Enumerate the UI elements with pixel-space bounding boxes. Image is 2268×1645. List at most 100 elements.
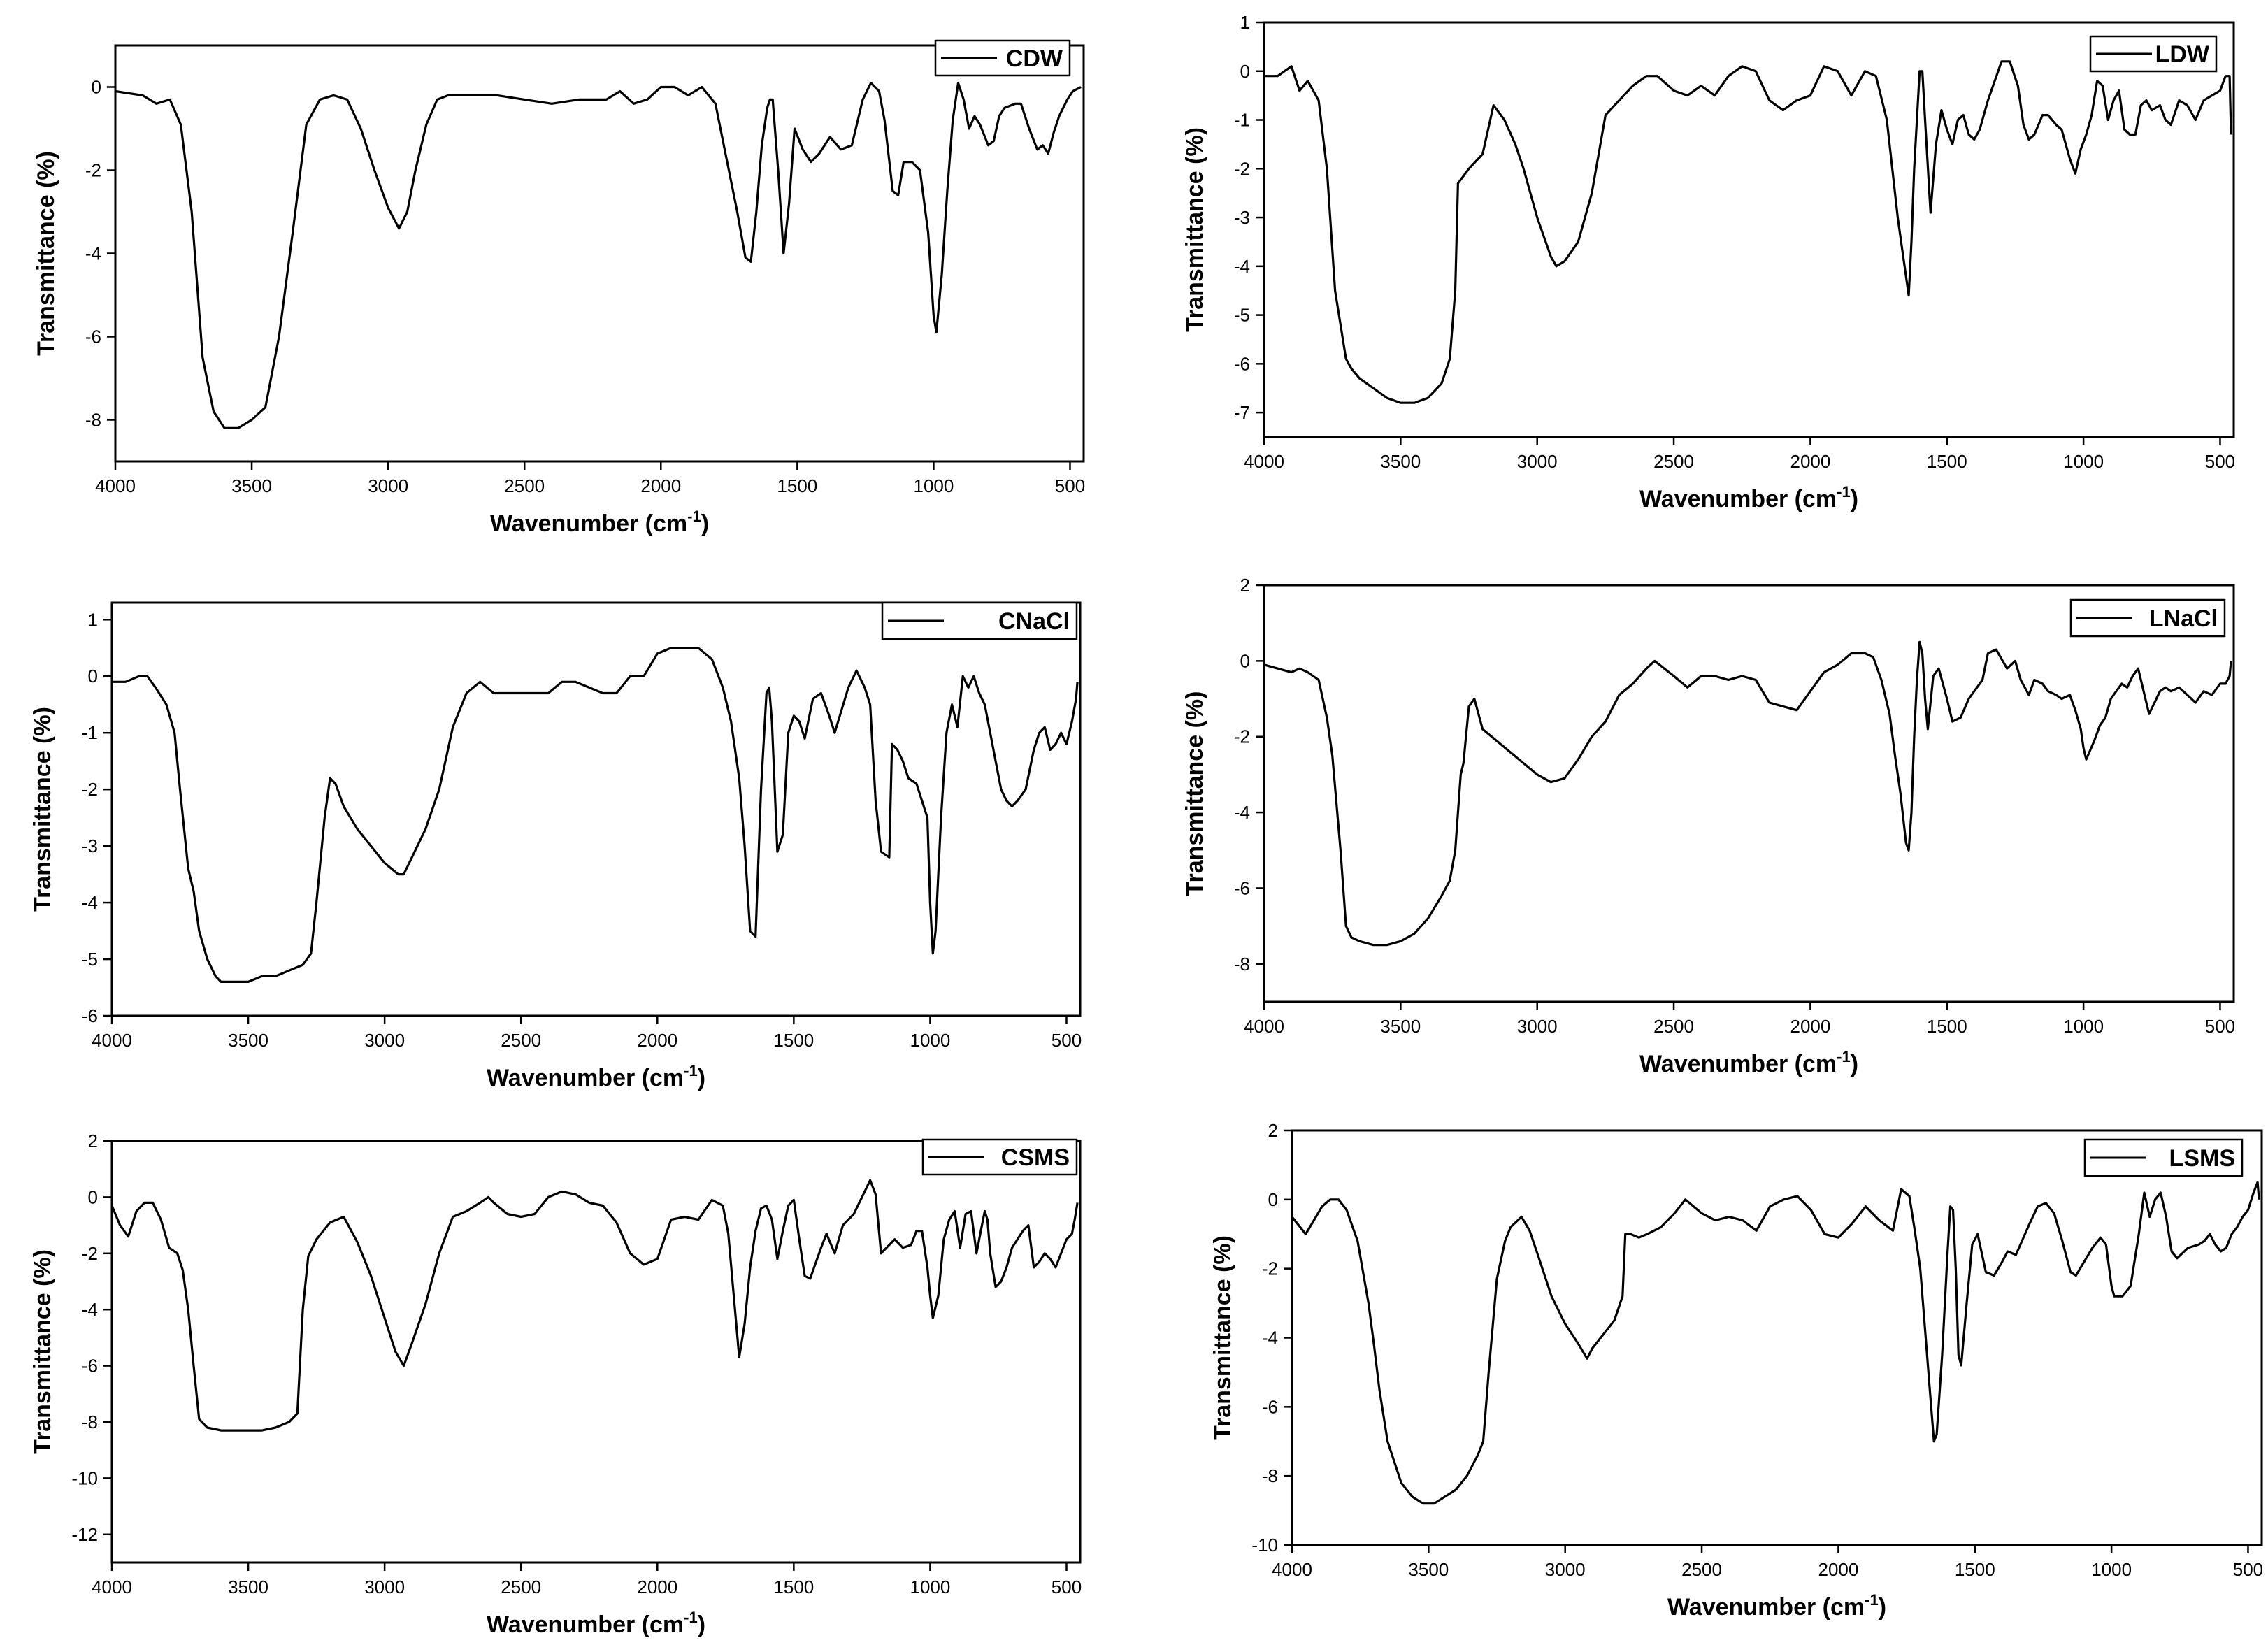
legend-box: CNaCl <box>881 601 1078 640</box>
legend-label: LNaCl <box>2149 605 2218 632</box>
y-tick-label: -2 <box>85 160 101 181</box>
y-tick-label: -8 <box>82 1411 98 1432</box>
y-tick-label: -6 <box>1262 1396 1278 1417</box>
x-tick-label: 1500 <box>773 1576 814 1597</box>
x-tick-label: 3500 <box>1380 451 1421 472</box>
spectrum-line-ldw <box>1264 60 2232 404</box>
x-tick-label: 2000 <box>637 1030 677 1051</box>
x-tick-label: 500 <box>2205 1016 2235 1037</box>
plot-frame <box>1291 1129 2263 1546</box>
x-tick-label: 3500 <box>1408 1559 1449 1580</box>
x-tick-label: 3500 <box>1380 1016 1421 1037</box>
plot-frame <box>114 44 1085 463</box>
x-tick-label: 4000 <box>92 1576 132 1597</box>
y-tick-label: -2 <box>1234 726 1250 747</box>
y-tick-label: -4 <box>1234 802 1250 823</box>
y-tick-label: -7 <box>1234 402 1250 423</box>
spectrum-line-cdw <box>115 82 1082 429</box>
y-axis-title: Transmittance (%) <box>29 707 56 912</box>
x-axis-title: Wavenumber (cm-1) <box>487 1062 705 1091</box>
x-axis-title: Wavenumber (cm-1) <box>487 1609 705 1638</box>
x-tick-label: 3500 <box>228 1576 268 1597</box>
y-tick-label: 0 <box>1240 61 1250 82</box>
x-tick-label: 3000 <box>368 475 408 496</box>
x-tick-label: 1500 <box>773 1030 814 1051</box>
y-tick-label: -5 <box>1234 305 1250 326</box>
x-tick-label: 4000 <box>95 475 136 496</box>
y-tick-label: -8 <box>85 410 101 431</box>
x-tick-label: 500 <box>1055 475 1085 496</box>
x-tick-label: 3000 <box>1545 1559 1586 1580</box>
y-tick-label: -6 <box>85 326 101 347</box>
x-tick-label: 2000 <box>1790 1016 1830 1037</box>
x-tick-label: 3500 <box>228 1030 268 1051</box>
x-tick-label: 2000 <box>1790 451 1830 472</box>
y-axis-title: Transmittance (%) <box>29 1249 56 1454</box>
y-tick-label: -2 <box>1234 158 1250 179</box>
legend-label: LDW <box>2155 41 2210 68</box>
y-tick-label: 2 <box>1268 1120 1278 1141</box>
y-tick-label: -3 <box>82 835 98 856</box>
y-tick-label: -2 <box>82 779 98 800</box>
x-tick-label: 3500 <box>231 475 272 496</box>
x-tick-label: 1000 <box>910 1030 951 1051</box>
y-tick-label: 1 <box>1240 12 1250 33</box>
x-tick-label: 3000 <box>1517 1016 1558 1037</box>
legend-box: CDW <box>934 39 1071 77</box>
x-tick-label: 1500 <box>1955 1559 1995 1580</box>
y-axis-title: Transmittance (%) <box>33 151 59 356</box>
legend-label: CSMS <box>1001 1144 1070 1171</box>
y-tick-label: -2 <box>1262 1258 1278 1279</box>
x-tick-label: 4000 <box>1244 451 1284 472</box>
y-tick-label: -1 <box>1234 110 1250 131</box>
y-tick-label: -6 <box>82 1005 98 1026</box>
y-tick-label: -5 <box>82 949 98 970</box>
y-tick-label: -6 <box>1234 877 1250 898</box>
y-axis-title: Transmittance (%) <box>1210 1235 1236 1440</box>
spectrum-line-lsms <box>1291 1181 2260 1505</box>
y-tick-label: 1 <box>88 609 98 630</box>
x-tick-label: 2000 <box>637 1576 677 1597</box>
x-tick-label: 1000 <box>914 475 954 496</box>
x-tick-label: 2500 <box>1653 1016 1694 1037</box>
x-tick-label: 4000 <box>1244 1016 1284 1037</box>
x-tick-label: 3000 <box>1517 451 1558 472</box>
chart-panel-lnacl: 4000 3500 3000 2500 2000 1500 1000 500 2 0 -2 -4 -6 -… <box>1182 575 2235 1077</box>
x-tick-label: 1000 <box>2091 1559 2132 1580</box>
spectrum-line-cnacl <box>112 647 1079 983</box>
y-tick-label: -4 <box>1234 256 1250 277</box>
legend-label: CDW <box>1006 45 1063 72</box>
x-tick-label: 2500 <box>501 1030 541 1051</box>
y-tick-label: -4 <box>1262 1328 1278 1349</box>
x-tick-label: 2500 <box>1653 451 1694 472</box>
y-tick-label: 2 <box>88 1130 98 1151</box>
x-tick-label: 500 <box>1052 1576 1082 1597</box>
y-tick-label: -8 <box>1262 1465 1278 1486</box>
y-tick-label: -6 <box>1234 353 1250 374</box>
y-tick-label: -1 <box>82 722 98 743</box>
legend-label: LSMS <box>2169 1145 2235 1172</box>
chart-panel-ldw: 4000 3500 3000 2500 2000 1500 1000 500 1 0 -1 -2 -3 -… <box>1182 12 2235 512</box>
y-tick-label: -12 <box>71 1524 98 1545</box>
y-tick-label: 0 <box>1268 1189 1278 1210</box>
plot-frame <box>1263 584 2235 1003</box>
x-tick-label: 2000 <box>640 475 681 496</box>
x-tick-label: 1500 <box>1927 451 1967 472</box>
x-tick-label: 500 <box>2233 1559 2263 1580</box>
chart-panel-lsms: 4000 3500 3000 2500 2000 1500 1000 500 2 0 -2 -4 -6 -… <box>1210 1120 2263 1621</box>
y-tick-label: -2 <box>82 1243 98 1264</box>
x-tick-label: 2500 <box>1681 1559 1722 1580</box>
spectrum-line-lnacl <box>1263 640 2232 947</box>
y-tick-label: -4 <box>85 243 101 264</box>
x-axis-title: Wavenumber (cm-1) <box>1667 1591 1886 1621</box>
y-tick-label: 0 <box>92 77 101 98</box>
x-tick-label: 3000 <box>364 1576 405 1597</box>
y-tick-label: -4 <box>82 1299 98 1320</box>
y-tick-label: -3 <box>1234 207 1250 228</box>
x-tick-label: 1000 <box>2063 451 2104 472</box>
y-tick-label: 0 <box>88 1186 98 1207</box>
y-axis-title: Transmittance (%) <box>1182 691 1208 896</box>
y-tick-label: -10 <box>1251 1535 1278 1556</box>
x-tick-label: 2500 <box>501 1576 541 1597</box>
